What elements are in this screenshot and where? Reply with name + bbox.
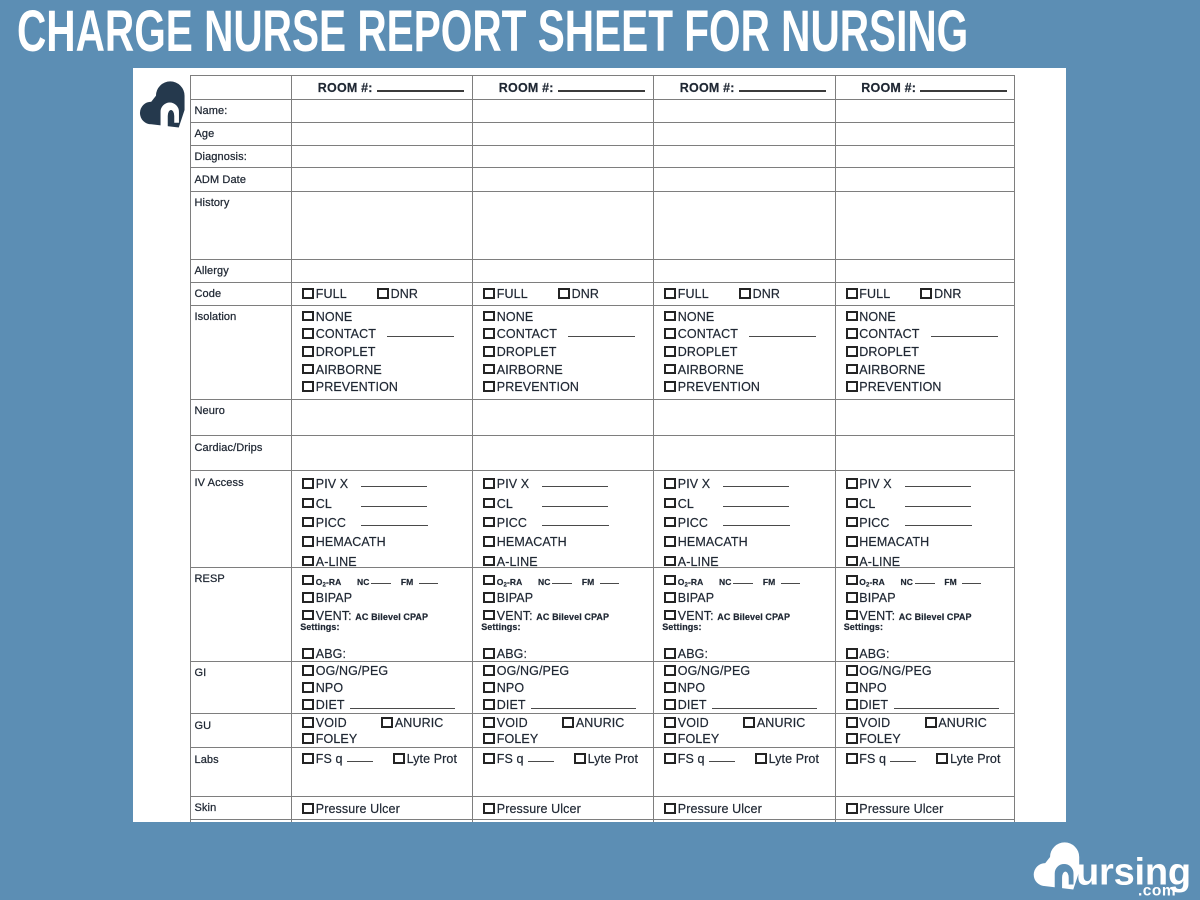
- svg-text:.com: .com: [1138, 883, 1176, 900]
- svg-text:ursing: ursing: [1076, 852, 1191, 894]
